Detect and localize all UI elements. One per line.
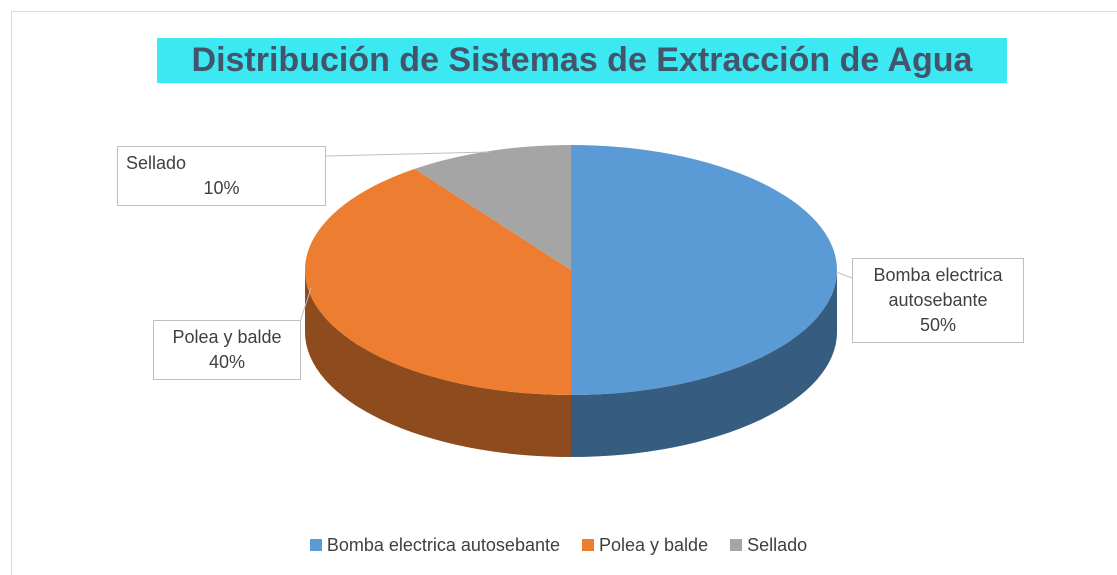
legend-swatch bbox=[582, 539, 594, 551]
legend-item: Bomba electrica autosebante bbox=[309, 532, 560, 558]
slice-shade bbox=[571, 270, 837, 457]
legend-label: Sellado bbox=[747, 535, 808, 555]
data-label: Sellado 10% bbox=[117, 146, 326, 206]
leader-line bbox=[299, 287, 312, 323]
data-label-value: 50% bbox=[919, 315, 957, 335]
slice-side bbox=[305, 270, 571, 457]
legend: Bomba electrica autosebante Polea y balde… bbox=[0, 532, 1117, 558]
slice-side bbox=[571, 270, 837, 457]
chart-title: Distribución de Sistemas de Extracción d… bbox=[157, 38, 1007, 83]
data-label-name: Bomba electrica autosebante bbox=[873, 265, 1003, 310]
legend-swatch bbox=[730, 539, 743, 551]
data-label-value: 10% bbox=[203, 178, 240, 198]
slice bbox=[414, 145, 571, 270]
legend-item: Polea y balde bbox=[582, 532, 708, 558]
leader-line bbox=[325, 151, 491, 157]
leader-line bbox=[835, 271, 853, 279]
data-label: Polea y balde 40% bbox=[153, 320, 301, 380]
slice bbox=[305, 168, 571, 395]
data-label-name: Polea y balde bbox=[172, 327, 282, 347]
data-label: Bomba electrica autosebante 50% bbox=[852, 258, 1024, 343]
data-label-value: 40% bbox=[208, 352, 246, 372]
data-label-name: Sellado bbox=[126, 153, 187, 173]
legend-swatch bbox=[309, 539, 322, 551]
legend-item: Sellado bbox=[730, 532, 807, 558]
chart-border bbox=[11, 11, 1117, 575]
slice bbox=[571, 145, 837, 395]
slice-shade bbox=[305, 270, 571, 457]
legend-label: Bomba electrica autosebante bbox=[326, 535, 560, 555]
legend-label: Polea y balde bbox=[599, 535, 709, 555]
